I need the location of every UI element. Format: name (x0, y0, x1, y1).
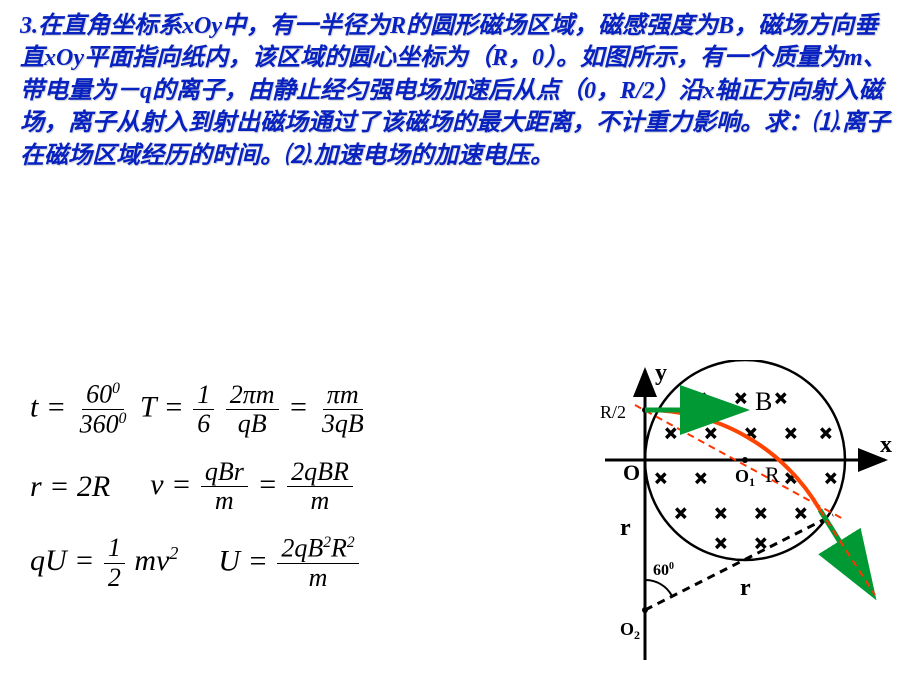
formulas-block: t = 600 3600 T = 1 6 2πm qB = πm 3qB r =… (30, 380, 550, 611)
formula-time: t = 600 3600 T = 1 6 2πm qB = πm 3qB (30, 380, 550, 440)
o2-label: O2 (620, 619, 640, 642)
rhalf-label: R/2 (600, 402, 626, 422)
svg-text:×: × (785, 423, 797, 445)
angle-label: 600 (653, 561, 674, 579)
y-label: y (655, 360, 667, 386)
formula-qU-U: qU = 1 2 mv2 U = 2qB2R2 m (30, 534, 550, 593)
svg-text:×: × (695, 468, 707, 490)
svg-text:×: × (735, 388, 747, 410)
formula-r-v: r = 2R v = qBr m = 2qBR m (30, 458, 550, 516)
x-label: x (880, 432, 892, 458)
physics-diagram: × × × × × × × × × × × × × × × × × (545, 360, 905, 690)
angle-arc (645, 580, 672, 596)
svg-text:×: × (755, 503, 767, 525)
svg-text:×: × (665, 423, 677, 445)
problem-statement: 3.在直角坐标系xOy中，有一半径为R的圆形磁场区域，磁感强度为B，磁场方向垂直… (0, 0, 920, 172)
svg-text:×: × (715, 503, 727, 525)
b-label: B (755, 387, 772, 416)
svg-text:×: × (715, 533, 727, 555)
svg-text:×: × (825, 468, 837, 490)
dashed-exit-cont (820, 510, 875, 595)
svg-text:×: × (655, 468, 667, 490)
svg-text:×: × (675, 503, 687, 525)
o2-point (642, 607, 648, 613)
center-o1 (742, 457, 748, 463)
R-label: R (765, 462, 780, 487)
svg-text:×: × (705, 423, 717, 445)
svg-text:×: × (795, 503, 807, 525)
origin-label: O (623, 460, 640, 485)
problem-text: 3.在直角坐标系xOy中，有一半径为R的圆形磁场区域，磁感强度为B，磁场方向垂直… (20, 13, 890, 169)
svg-text:×: × (695, 388, 707, 410)
r-label-right: r (740, 575, 751, 601)
svg-text:×: × (775, 388, 787, 410)
svg-text:×: × (820, 423, 832, 445)
r-label-left: r (620, 515, 631, 541)
